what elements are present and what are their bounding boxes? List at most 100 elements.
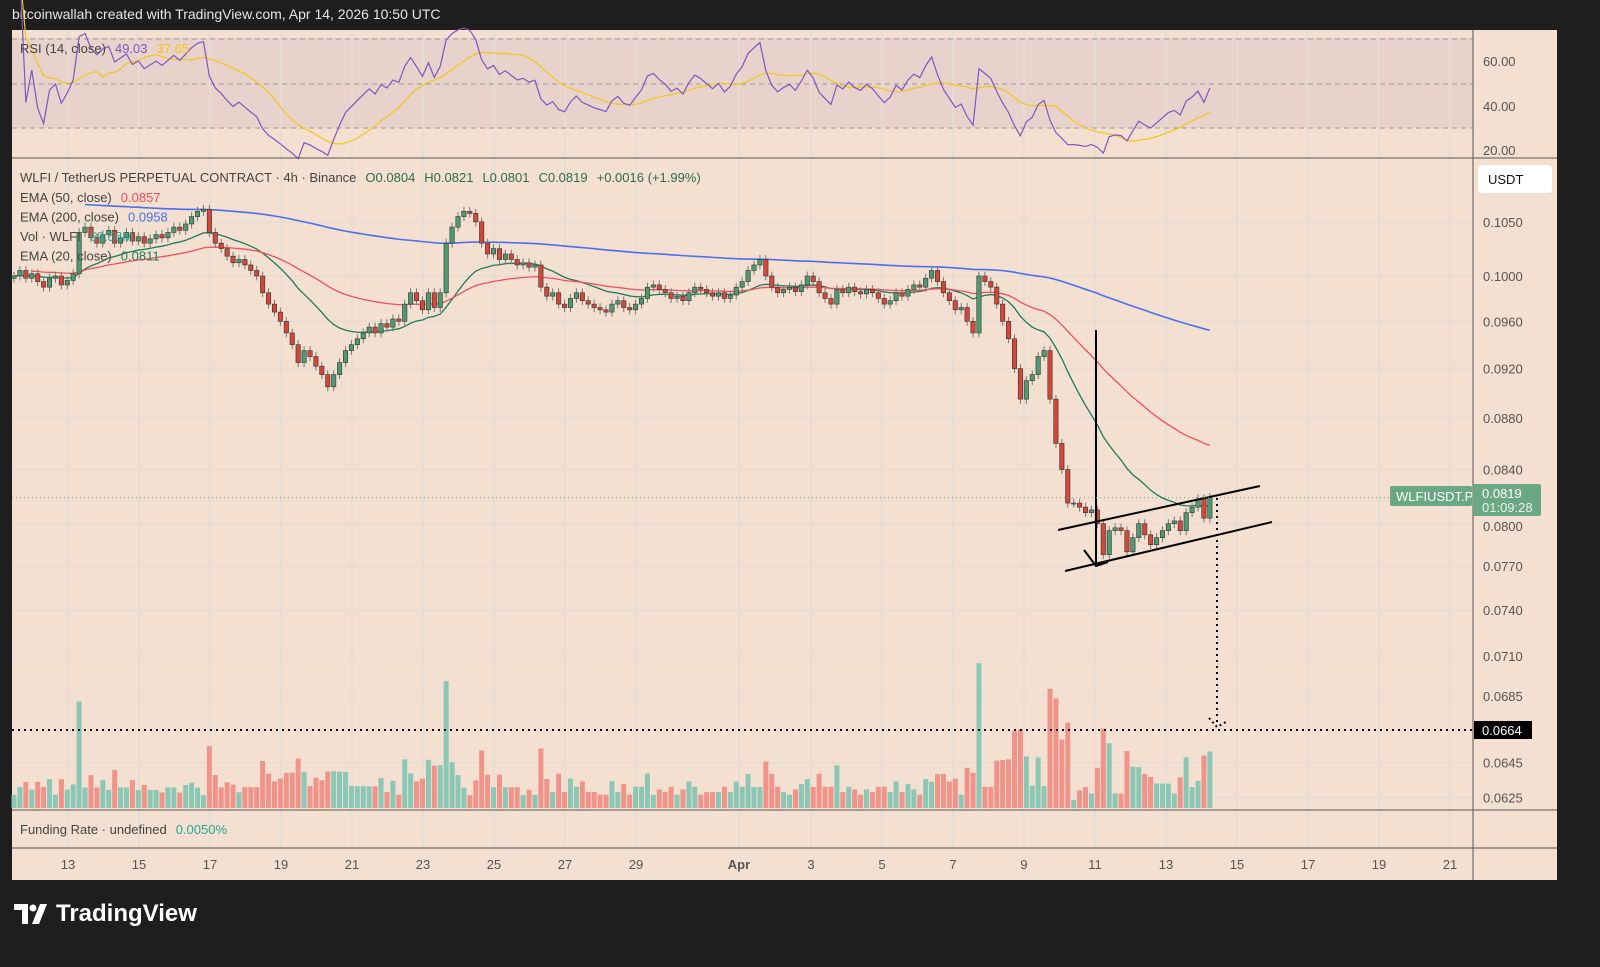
candle — [994, 282, 1000, 309]
candle-body — [496, 248, 502, 260]
candle-body — [254, 270, 260, 277]
volume-bar — [467, 795, 473, 808]
candle-body — [230, 255, 236, 264]
candle — [840, 284, 846, 298]
volume-bar — [1029, 785, 1035, 808]
time-axis[interactable]: 13 15 17 19 21 23 25 27 29 Apr 3 5 7 9 11 13 15 17 19 21 — [61, 857, 1457, 872]
chart-credit: bitcoinwallah created with TradingView.c… — [12, 6, 441, 22]
channel-upper-line[interactable] — [1057, 485, 1261, 531]
rsi-legend: RSI (14, close) 49.03 37.65 — [20, 41, 189, 56]
candle-body — [1077, 502, 1083, 508]
indicator-legend[interactable]: Vol · WLFI 69.56M — [20, 229, 133, 244]
volume-bar — [650, 794, 656, 808]
volume-bar — [29, 789, 35, 808]
candle-body — [360, 332, 366, 340]
ema-200-line[interactable] — [84, 203, 1211, 332]
volume-bar — [1201, 755, 1207, 808]
volume-bar — [277, 778, 283, 808]
candle-body — [970, 321, 976, 334]
volume-bar — [739, 786, 745, 808]
candle — [491, 244, 497, 259]
candle — [816, 277, 822, 298]
rsi-label: RSI (14, close) — [20, 41, 106, 56]
candle-body — [698, 286, 704, 290]
candle-body — [650, 284, 656, 288]
indicator-legend[interactable]: EMA (50, close) 0.0857 — [20, 190, 161, 205]
indicator-legend[interactable]: EMA (200, close) 0.0958 — [20, 210, 168, 225]
candle-body — [242, 259, 248, 266]
candle — [307, 346, 313, 362]
candle-body — [668, 292, 674, 299]
candle-body — [745, 270, 751, 282]
volume-bar — [35, 781, 41, 808]
candle — [674, 291, 680, 303]
volume-bar — [775, 786, 781, 808]
currency-button-bg[interactable] — [1478, 165, 1552, 193]
candle — [1142, 519, 1148, 540]
volume-bar — [76, 701, 82, 808]
candle-body — [881, 298, 887, 305]
candle — [443, 238, 449, 298]
volume-bar — [425, 759, 431, 808]
volume-bar — [698, 794, 704, 808]
candle-body — [686, 292, 692, 301]
rsi-pane — [12, 0, 1473, 160]
volume-bar — [911, 789, 917, 808]
indicator-legend[interactable]: EMA (20, close) 0.0811 — [20, 249, 160, 264]
candle — [769, 271, 775, 292]
candle-body — [289, 332, 295, 345]
candle — [621, 296, 627, 312]
volume-bar — [1136, 767, 1142, 808]
candle — [668, 288, 674, 303]
candle — [301, 346, 307, 367]
volume-bar — [769, 774, 775, 808]
candle-body — [1207, 497, 1213, 519]
price-tick: 0.0960 — [1483, 314, 1523, 329]
candle — [419, 296, 425, 315]
candle — [230, 251, 236, 268]
price-axis[interactable]: 0.1050 0.1000 0.0960 0.0920 0.0880 0.0840 0.08… — [1483, 215, 1523, 806]
currency-button-label[interactable]: USDT — [1488, 172, 1523, 187]
candle — [337, 358, 343, 380]
candle — [958, 303, 964, 315]
candle — [1136, 519, 1142, 543]
time-tick: 21 — [1443, 857, 1457, 872]
tradingview-logo[interactable]: TradingView — [14, 900, 197, 928]
volume-bar — [1094, 767, 1100, 808]
candle-body — [11, 275, 17, 279]
candle — [319, 361, 325, 380]
price-tick: 0.0625 — [1483, 791, 1523, 806]
time-tick: 17 — [1301, 857, 1315, 872]
price-tick: 0.0800 — [1483, 519, 1523, 534]
candle — [828, 293, 834, 309]
candle-body — [159, 234, 165, 239]
currency-button[interactable]: USDT — [1478, 165, 1552, 193]
candle — [29, 269, 35, 283]
volume-bar — [656, 789, 662, 808]
price-tick: 0.1050 — [1483, 215, 1523, 230]
candle — [704, 284, 710, 298]
candle — [982, 271, 988, 287]
channel-lower-line[interactable] — [1064, 521, 1273, 572]
candle — [1171, 516, 1177, 529]
candle — [283, 316, 289, 338]
ema-50-line[interactable] — [31, 246, 1211, 447]
symbol-tag: WLFIUSDT.P — [1396, 489, 1473, 504]
price-tick: 0.0840 — [1483, 463, 1523, 478]
candle — [1006, 316, 1012, 344]
volume-bar — [260, 761, 266, 808]
candle — [1083, 502, 1089, 518]
candle — [869, 284, 875, 298]
candle — [76, 228, 82, 279]
drawings[interactable] — [12, 330, 1473, 731]
volume-bar — [1017, 729, 1023, 808]
volume-bar — [171, 787, 177, 808]
candle-body — [461, 211, 467, 217]
candle — [313, 352, 319, 371]
candle-body — [834, 289, 840, 305]
volume-bar — [70, 784, 76, 808]
candle — [609, 299, 615, 317]
indicator-legends[interactable]: EMA (50, close) 0.0857 EMA (200, close) 0.0… — [20, 190, 168, 264]
ohlc-open: O0.0804 — [365, 170, 415, 185]
